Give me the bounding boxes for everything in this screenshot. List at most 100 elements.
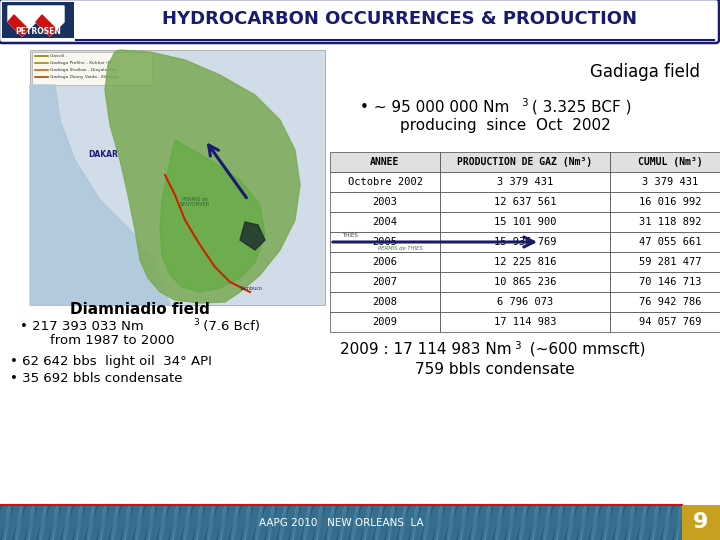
Polygon shape (542, 505, 552, 540)
Text: ( 3.325 BCF ): ( 3.325 BCF ) (527, 100, 631, 115)
Polygon shape (8, 6, 64, 36)
Polygon shape (292, 505, 310, 540)
Bar (440, 272, 610, 292)
Bar (330, 272, 440, 292)
Polygon shape (496, 505, 514, 540)
Polygon shape (28, 505, 46, 540)
Bar (330, 152, 440, 172)
Polygon shape (74, 505, 84, 540)
Text: 2004: 2004 (372, 217, 397, 227)
Polygon shape (52, 505, 70, 540)
Polygon shape (38, 505, 48, 540)
Polygon shape (472, 505, 490, 540)
Polygon shape (484, 505, 502, 540)
Polygon shape (494, 505, 504, 540)
Text: 76 942 786: 76 942 786 (639, 297, 701, 307)
Polygon shape (662, 505, 672, 540)
Text: 15 101 900: 15 101 900 (494, 217, 557, 227)
Text: CUMUL (Nm³): CUMUL (Nm³) (638, 157, 702, 167)
Polygon shape (50, 505, 60, 540)
Polygon shape (422, 505, 432, 540)
Polygon shape (290, 505, 300, 540)
Polygon shape (436, 505, 454, 540)
Text: 6 796 073: 6 796 073 (497, 297, 553, 307)
Bar (330, 212, 440, 232)
Text: 3: 3 (521, 98, 528, 108)
Polygon shape (604, 505, 622, 540)
Text: DAKAR: DAKAR (88, 150, 118, 159)
Text: • 62 642 bbs  light oil  34° API: • 62 642 bbs light oil 34° API (10, 355, 212, 368)
Polygon shape (194, 505, 204, 540)
Polygon shape (340, 505, 358, 540)
Bar (610, 152, 720, 172)
Text: AAPG 2010   NEW ORLEANS  LA: AAPG 2010 NEW ORLEANS LA (258, 517, 423, 528)
Polygon shape (482, 505, 492, 540)
Polygon shape (146, 505, 156, 540)
Text: 10 865 236: 10 865 236 (494, 277, 557, 287)
Text: 2006: 2006 (372, 257, 397, 267)
Polygon shape (148, 505, 166, 540)
Polygon shape (240, 222, 265, 250)
Polygon shape (532, 505, 550, 540)
Polygon shape (386, 505, 396, 540)
Polygon shape (614, 505, 624, 540)
Bar (440, 252, 610, 272)
Polygon shape (664, 505, 682, 540)
Polygon shape (518, 505, 528, 540)
Text: PETROSEN: PETROSEN (15, 27, 61, 36)
Text: • 217 393 033 Nm: • 217 393 033 Nm (20, 320, 144, 333)
Polygon shape (206, 505, 216, 540)
Polygon shape (578, 505, 588, 540)
Polygon shape (134, 505, 144, 540)
Text: 17 114 983: 17 114 983 (494, 317, 557, 327)
Bar (330, 312, 440, 332)
Polygon shape (14, 505, 24, 540)
Text: from 1987 to 2000: from 1987 to 2000 (50, 334, 174, 347)
Bar (610, 172, 720, 192)
Bar (440, 192, 610, 212)
Polygon shape (460, 505, 478, 540)
Polygon shape (568, 505, 586, 540)
Polygon shape (36, 15, 56, 36)
Polygon shape (698, 505, 708, 540)
Bar (440, 152, 610, 172)
Polygon shape (530, 505, 540, 540)
Bar (440, 312, 610, 332)
Polygon shape (388, 505, 406, 540)
Polygon shape (398, 505, 408, 540)
Polygon shape (122, 505, 132, 540)
Text: Gassili -: Gassili - (50, 54, 67, 58)
Polygon shape (124, 505, 142, 540)
Polygon shape (86, 505, 96, 540)
Polygon shape (8, 15, 28, 36)
Polygon shape (314, 505, 324, 540)
Bar (330, 292, 440, 312)
Polygon shape (410, 505, 420, 540)
Text: 3: 3 (514, 341, 521, 351)
Polygon shape (244, 505, 262, 540)
Polygon shape (208, 505, 226, 540)
Text: 70 146 713: 70 146 713 (639, 277, 701, 287)
Polygon shape (64, 505, 82, 540)
Text: 15 936 769: 15 936 769 (494, 237, 557, 247)
Polygon shape (182, 505, 192, 540)
Polygon shape (674, 505, 684, 540)
Polygon shape (364, 505, 382, 540)
Polygon shape (412, 505, 430, 540)
Text: Gadiaga Shallow - Diayalo (Ref: Gadiaga Shallow - Diayalo (Ref (50, 68, 117, 72)
Bar (440, 292, 610, 312)
Bar (610, 192, 720, 212)
Bar (330, 192, 440, 212)
Polygon shape (376, 505, 394, 540)
Text: THIES: THIES (342, 233, 358, 238)
Polygon shape (220, 505, 238, 540)
Text: producing  since  Oct  2002: producing since Oct 2002 (400, 118, 611, 133)
Polygon shape (554, 505, 564, 540)
Text: 16 016 992: 16 016 992 (639, 197, 701, 207)
Polygon shape (136, 505, 154, 540)
Text: 3: 3 (193, 318, 199, 327)
Bar (2, 2, 74, 38)
Text: Sambuco: Sambuco (240, 286, 263, 291)
Text: 2005: 2005 (372, 237, 397, 247)
Text: Octobre 2002: Octobre 2002 (348, 177, 423, 187)
